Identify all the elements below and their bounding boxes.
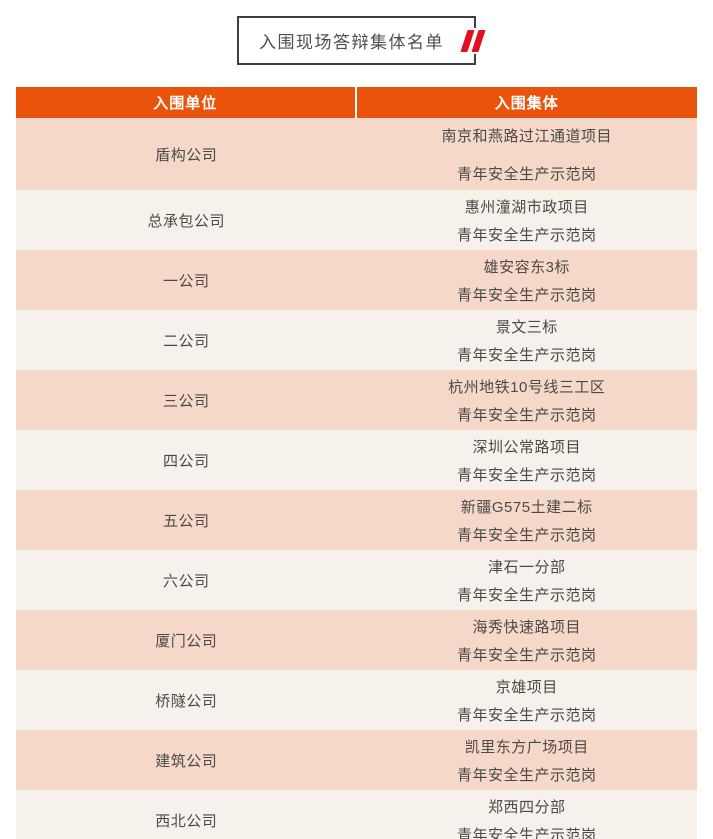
- table-row: 建筑公司 凯里东方广场项目 青年安全生产示范岗: [16, 730, 697, 790]
- unit-name: 三公司: [162, 392, 210, 410]
- collective-cell: 景文三标 青年安全生产示范岗: [357, 310, 698, 370]
- collective-project: 新疆G575土建二标: [460, 498, 593, 516]
- unit-cell: 三公司: [16, 370, 357, 430]
- unit-name: 建筑公司: [155, 752, 218, 770]
- collective-cell: 惠州潼湖市政项目 青年安全生产示范岗: [357, 190, 698, 250]
- collective-award: 青年安全生产示范岗: [456, 766, 597, 784]
- table-row: 桥隧公司 京雄项目 青年安全生产示范岗: [16, 670, 697, 730]
- double-quote-icon: [460, 27, 486, 54]
- header-collective-column: 入围集体: [494, 95, 559, 112]
- table-body: 盾构公司 南京和燕路过江通道项目 青年安全生产示范岗 总承包公司 惠州潼湖市政项…: [16, 118, 697, 839]
- table-row: 西北公司 郑西四分部 青年安全生产示范岗: [16, 790, 697, 839]
- collective-project: 惠州潼湖市政项目: [464, 198, 589, 216]
- collective-cell: 海秀快速路项目 青年安全生产示范岗: [357, 610, 698, 670]
- unit-cell: 总承包公司: [16, 190, 357, 250]
- collective-project: 景文三标: [495, 318, 558, 336]
- page-title: 入围现场答辩集体名单: [259, 33, 444, 52]
- unit-cell: 桥隧公司: [16, 670, 357, 730]
- table-row: 厦门公司 海秀快速路项目 青年安全生产示范岗: [16, 610, 697, 670]
- collective-project: 雄安容东3标: [483, 258, 570, 276]
- unit-cell: 建筑公司: [16, 730, 357, 790]
- collective-award: 青年安全生产示范岗: [456, 406, 597, 424]
- collective-award: 青年安全生产示范岗: [456, 586, 597, 604]
- unit-cell: 厦门公司: [16, 610, 357, 670]
- unit-name: 四公司: [162, 452, 210, 470]
- collective-cell: 雄安容东3标 青年安全生产示范岗: [357, 250, 698, 310]
- collective-project: 郑西四分部: [487, 798, 566, 816]
- collective-award: 青年安全生产示范岗: [456, 165, 597, 183]
- title-box: 入围现场答辩集体名单: [237, 16, 486, 65]
- unit-name: 六公司: [162, 572, 210, 590]
- header-unit-column: 入围单位: [16, 87, 357, 118]
- collective-award: 青年安全生产示范岗: [456, 226, 597, 244]
- unit-cell: 一公司: [16, 250, 357, 310]
- collective-award: 青年安全生产示范岗: [456, 646, 597, 664]
- unit-cell: 四公司: [16, 430, 357, 490]
- unit-name: 一公司: [162, 272, 210, 290]
- unit-name: 盾构公司: [155, 146, 218, 164]
- collective-cell: 京雄项目 青年安全生产示范岗: [357, 670, 698, 730]
- collective-project: 深圳公常路项目: [472, 438, 581, 456]
- table-row: 二公司 景文三标 青年安全生产示范岗: [16, 310, 697, 370]
- collective-award: 青年安全生产示范岗: [456, 286, 597, 304]
- table-row: 总承包公司 惠州潼湖市政项目 青年安全生产示范岗: [16, 190, 697, 250]
- collective-cell: 南京和燕路过江通道项目 青年安全生产示范岗: [357, 118, 698, 190]
- unit-cell: 五公司: [16, 490, 357, 550]
- table-header-row: 入围单位 入围集体: [16, 87, 697, 118]
- table-row: 五公司 新疆G575土建二标 青年安全生产示范岗: [16, 490, 697, 550]
- collective-project: 津石一分部: [487, 558, 566, 576]
- collective-award: 青年安全生产示范岗: [456, 706, 597, 724]
- unit-name: 二公司: [162, 332, 210, 350]
- collective-award: 青年安全生产示范岗: [456, 526, 597, 544]
- unit-cell: 二公司: [16, 310, 357, 370]
- collective-cell: 深圳公常路项目 青年安全生产示范岗: [357, 430, 698, 490]
- collective-award: 青年安全生产示范岗: [456, 466, 597, 484]
- unit-name: 五公司: [162, 512, 210, 530]
- table-row: 四公司 深圳公常路项目 青年安全生产示范岗: [16, 430, 697, 490]
- unit-cell: 西北公司: [16, 790, 357, 839]
- table-row: 六公司 津石一分部 青年安全生产示范岗: [16, 550, 697, 610]
- unit-name: 西北公司: [155, 812, 218, 830]
- collective-award: 青年安全生产示范岗: [456, 346, 597, 364]
- collective-cell: 凯里东方广场项目 青年安全生产示范岗: [357, 730, 698, 790]
- collective-cell: 津石一分部 青年安全生产示范岗: [357, 550, 698, 610]
- table-row: 盾构公司 南京和燕路过江通道项目 青年安全生产示范岗: [16, 118, 697, 190]
- unit-name: 桥隧公司: [155, 692, 218, 710]
- unit-cell: 盾构公司: [16, 118, 357, 190]
- table-row: 一公司 雄安容东3标 青年安全生产示范岗: [16, 250, 697, 310]
- collective-project: 海秀快速路项目: [472, 618, 581, 636]
- shortlist-table: 入围单位 入围集体 盾构公司 南京和燕路过江通道项目 青年安全生产示范岗 总承包…: [16, 87, 697, 839]
- collective-cell: 郑西四分部 青年安全生产示范岗: [357, 790, 698, 839]
- collective-award: 青年安全生产示范岗: [456, 826, 597, 839]
- unit-name: 厦门公司: [155, 632, 218, 650]
- collective-project: 京雄项目: [495, 678, 558, 696]
- title-section: 入围现场答辩集体名单: [0, 0, 713, 65]
- collective-cell: 新疆G575土建二标 青年安全生产示范岗: [357, 490, 698, 550]
- collective-cell: 杭州地铁10号线三工区 青年安全生产示范岗: [357, 370, 698, 430]
- collective-project: 南京和燕路过江通道项目: [441, 127, 612, 145]
- collective-project: 杭州地铁10号线三工区: [448, 378, 606, 396]
- collective-project: 凯里东方广场项目: [464, 738, 589, 756]
- table-row: 三公司 杭州地铁10号线三工区 青年安全生产示范岗: [16, 370, 697, 430]
- unit-name: 总承包公司: [147, 212, 225, 230]
- unit-cell: 六公司: [16, 550, 357, 610]
